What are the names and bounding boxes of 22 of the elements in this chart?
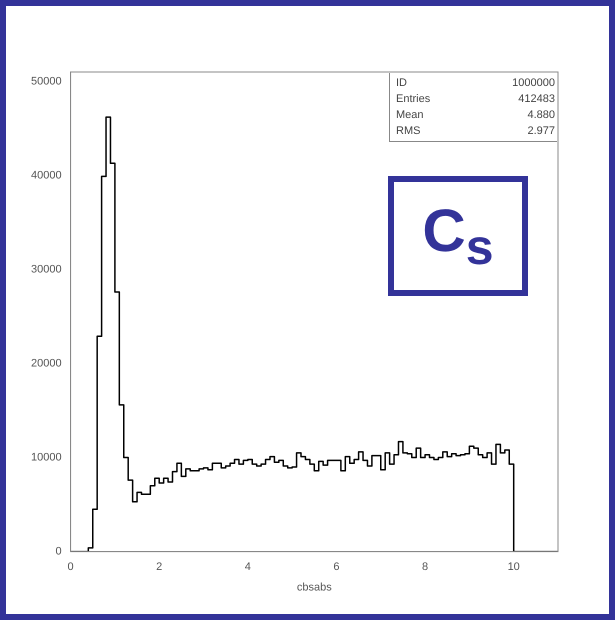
annotation: Entries — [396, 92, 430, 107]
y-tick-label: 40000 — [30, 169, 62, 182]
x-tick-label: 6 — [333, 561, 340, 574]
annotation: RMS — [396, 124, 420, 139]
x-axis-title: cbsabs — [296, 581, 332, 594]
x-tick-label: 10 — [508, 561, 520, 574]
y-tick-label: 20000 — [30, 358, 62, 370]
y-tick-label: 50000 — [30, 75, 62, 88]
x-tick-label: 8 — [422, 561, 428, 574]
x-tick-label: 0 — [68, 561, 74, 574]
annotation: 412483 — [518, 92, 555, 107]
annotation: Mean — [396, 108, 424, 123]
annotation: C$_{s}$ — [422, 196, 494, 276]
annotation: 4.880 — [527, 108, 555, 123]
y-tick-label: 30000 — [30, 264, 62, 276]
x-tick-label: 4 — [244, 561, 251, 574]
annotation: 2.977 — [527, 124, 555, 139]
x-tick-label: 2 — [156, 561, 162, 574]
annotation: 1000000 — [512, 76, 555, 91]
y-tick-label: 0 — [55, 546, 62, 558]
y-tick-label: 10000 — [30, 452, 62, 464]
annotation: ID — [396, 76, 407, 91]
